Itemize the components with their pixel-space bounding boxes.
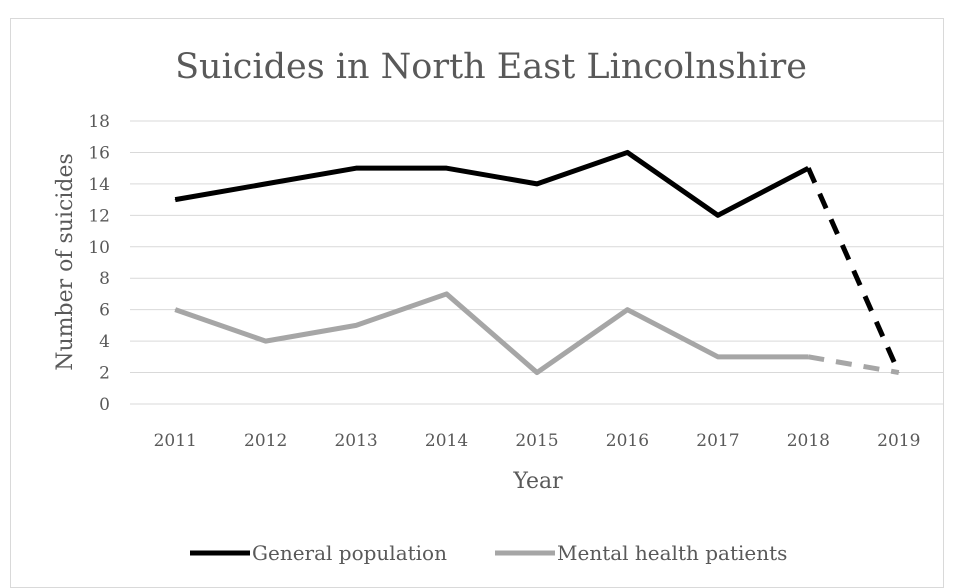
y-tick-label: 12: [88, 206, 110, 226]
legend-item: Mental health patients: [495, 541, 787, 565]
x-tick-label: 2014: [425, 431, 468, 451]
y-axis-label: Number of suicides: [53, 153, 78, 371]
data-point: [446, 293, 448, 295]
data-point: [717, 214, 719, 216]
series-lines: [174, 149, 902, 376]
series-line-dashed: [807, 354, 900, 376]
y-tick-label: 14: [88, 175, 110, 195]
x-axis-ticks: 2011 2012 2013 2014 2015 2016 2017 2018 2019: [154, 431, 921, 451]
data-point: [265, 183, 267, 185]
y-tick-label: 16: [88, 143, 110, 163]
y-tick-label: 6: [99, 301, 110, 321]
data-point: [807, 356, 809, 358]
data-point: [174, 199, 176, 201]
data-point: [626, 309, 628, 311]
chart-title: Suicides in North East Lincolnshire: [175, 47, 807, 87]
x-tick-label: 2012: [244, 431, 287, 451]
series-line-solid: [174, 291, 809, 376]
x-tick-label: 2019: [877, 431, 920, 451]
x-tick-label: 2016: [606, 431, 649, 451]
data-point: [626, 151, 628, 153]
chart-frame: [10, 18, 944, 588]
data-point: [536, 183, 538, 185]
data-point: [174, 309, 176, 311]
series-2: [174, 291, 900, 376]
y-tick-label: 10: [88, 238, 110, 258]
legend: General population Mental health patients: [190, 541, 787, 565]
gridlines: [130, 120, 944, 405]
data-point: [446, 167, 448, 169]
data-point: [265, 340, 267, 342]
data-point: [536, 372, 538, 374]
x-tick-label: 2017: [696, 431, 739, 451]
y-tick-label: 2: [99, 364, 110, 384]
data-point: [898, 372, 900, 374]
legend-item: General population: [190, 541, 447, 565]
data-point: [807, 167, 809, 169]
data-point: [355, 324, 357, 326]
series-line-dashed: [806, 167, 902, 374]
y-tick-label: 8: [99, 269, 110, 289]
x-tick-label: 2013: [334, 431, 377, 451]
data-point: [717, 356, 719, 358]
y-tick-label: 0: [99, 395, 110, 415]
x-tick-label: 2018: [787, 431, 830, 451]
series-line-solid: [174, 149, 810, 218]
data-point: [355, 167, 357, 169]
y-tick-label: 4: [99, 332, 110, 352]
y-axis-ticks: 0 2 4 6 8 10 12 14 16 18: [88, 112, 110, 415]
legend-label: Mental health patients: [557, 541, 787, 565]
x-tick-label: 2011: [154, 431, 197, 451]
x-axis-label: Year: [512, 469, 563, 494]
y-tick-label: 18: [88, 112, 110, 132]
legend-label: General population: [252, 541, 447, 565]
x-tick-label: 2015: [515, 431, 558, 451]
